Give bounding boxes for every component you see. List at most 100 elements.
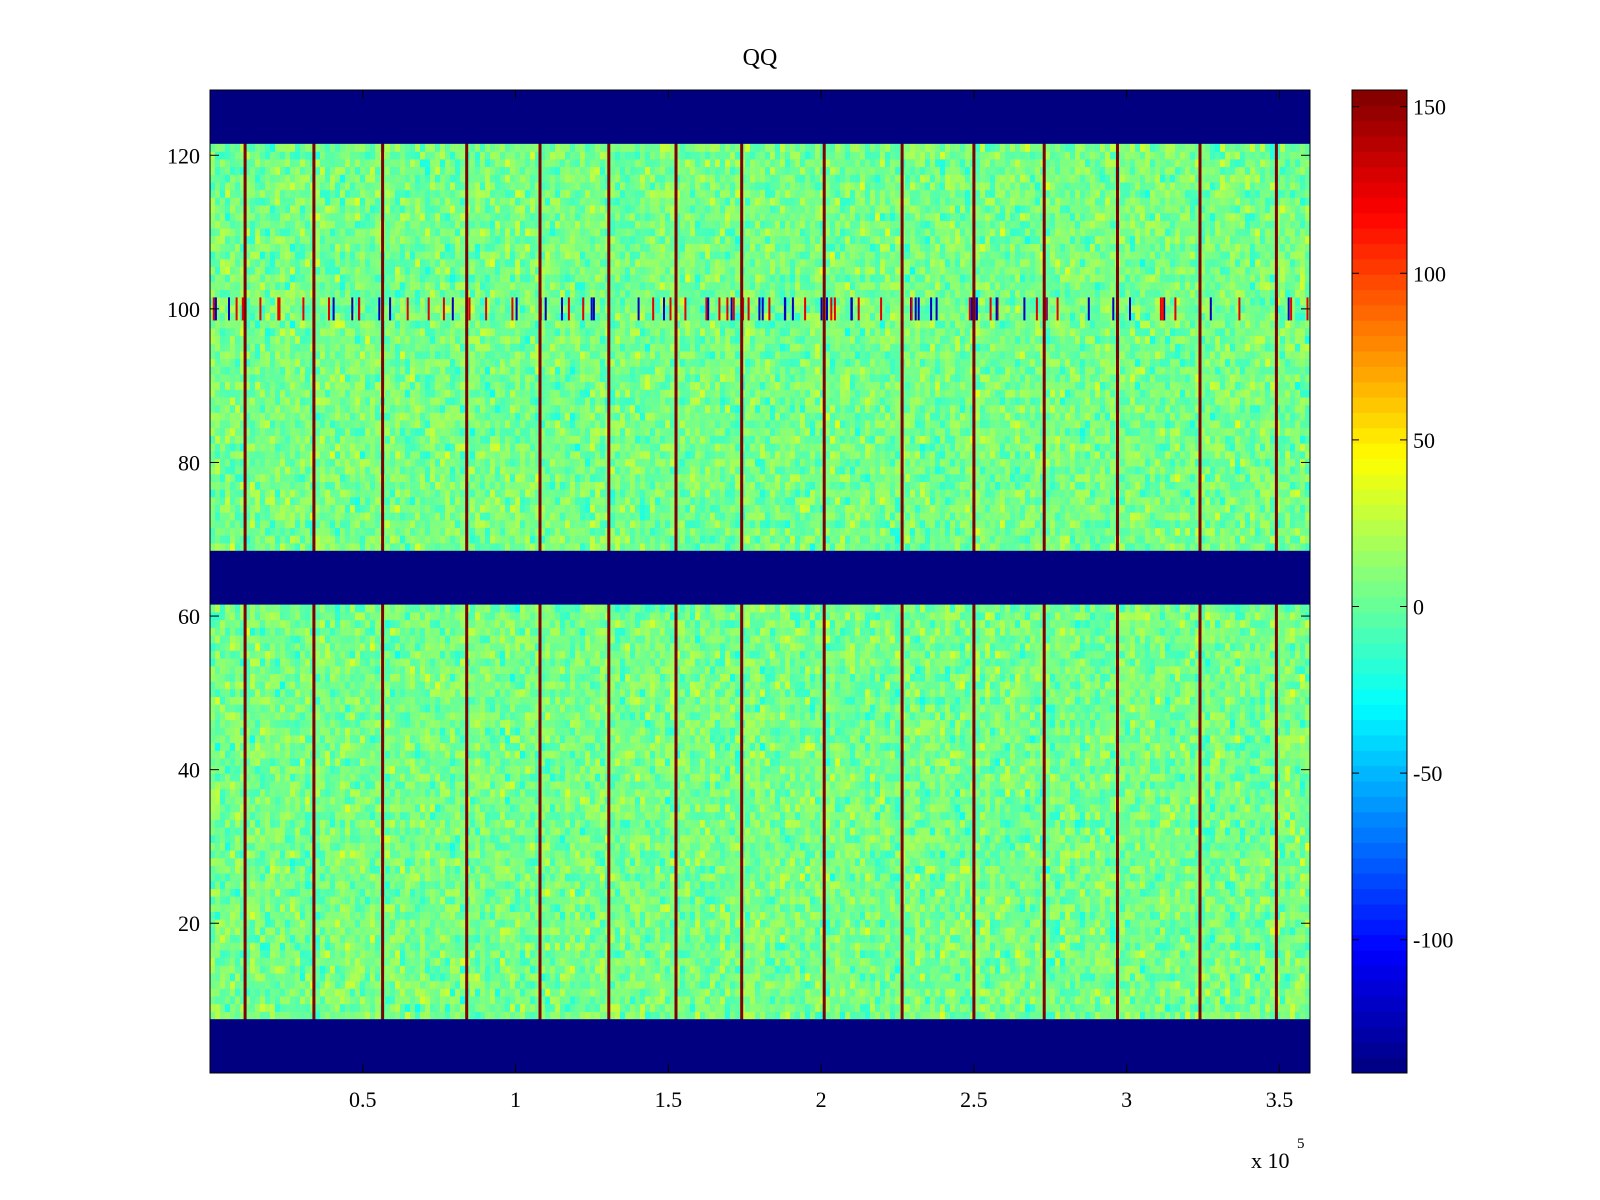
heatmap-cell xyxy=(470,873,475,881)
heatmap-cell xyxy=(650,873,655,881)
heatmap-cell xyxy=(630,989,635,997)
heatmap-cell xyxy=(545,942,550,950)
heatmap-cell xyxy=(1080,881,1085,889)
heatmap-cell xyxy=(1090,973,1095,981)
heatmap-cell xyxy=(610,881,615,889)
heatmap-cell xyxy=(1015,996,1020,1004)
heatmap-cell xyxy=(620,904,625,912)
heatmap-cell xyxy=(360,942,365,950)
heatmap-cell xyxy=(600,850,605,858)
heatmap-cell xyxy=(420,935,425,943)
heatmap-cell xyxy=(1205,996,1210,1004)
heatmap-cell xyxy=(345,950,350,958)
heatmap-cell xyxy=(730,958,735,966)
heatmap-cell xyxy=(1260,904,1265,912)
heatmap-cell xyxy=(1130,866,1135,874)
heatmap-cell xyxy=(830,958,835,966)
heatmap-cell xyxy=(520,896,525,904)
heatmap-cell xyxy=(1185,958,1190,966)
heatmap-cell xyxy=(860,973,865,981)
heatmap-cell xyxy=(1095,981,1100,989)
heatmap-cell xyxy=(870,850,875,858)
heatmap-cell xyxy=(350,850,355,858)
heatmap-cell xyxy=(500,942,505,950)
heatmap-cell xyxy=(405,966,410,974)
heatmap-cell xyxy=(1155,935,1160,943)
heatmap-cell xyxy=(875,866,880,874)
heatmap-cell xyxy=(1280,996,1285,1004)
heatmap-cell xyxy=(625,942,630,950)
heatmap-cell xyxy=(1030,896,1035,904)
heatmap-cell xyxy=(565,866,570,874)
heatmap-cell xyxy=(885,858,890,866)
heatmap-cell xyxy=(1260,935,1265,943)
heatmap-cell xyxy=(375,996,380,1004)
heatmap-cell xyxy=(855,850,860,858)
heatmap-cell xyxy=(230,858,235,866)
heatmap-cell xyxy=(430,996,435,1004)
heatmap-cell xyxy=(715,927,720,935)
heatmap-cell xyxy=(1190,866,1195,874)
heatmap-cell xyxy=(1105,989,1110,997)
heatmap-cell xyxy=(945,989,950,997)
heatmap-cell xyxy=(905,858,910,866)
heatmap-cell xyxy=(280,1012,285,1020)
heatmap-cell xyxy=(590,935,595,943)
heatmap-cell xyxy=(1280,919,1285,927)
heatmap-cell xyxy=(560,927,565,935)
heatmap-cell xyxy=(515,927,520,935)
heatmap-cell xyxy=(830,1012,835,1020)
heatmap-cell xyxy=(270,1004,275,1012)
heatmap-cell xyxy=(860,942,865,950)
heatmap-cell xyxy=(960,981,965,989)
heatmap-cell xyxy=(1100,1004,1105,1012)
heatmap-cell xyxy=(905,966,910,974)
heatmap-cell xyxy=(270,889,275,897)
heatmap-cell xyxy=(780,1012,785,1020)
heatmap-cell xyxy=(260,1004,265,1012)
heatmap-cell xyxy=(375,927,380,935)
heatmap-cell xyxy=(1165,942,1170,950)
heatmap-cell xyxy=(860,843,865,851)
heatmap-cell xyxy=(750,843,755,851)
heatmap-cell xyxy=(720,935,725,943)
heatmap-cell xyxy=(1270,973,1275,981)
heatmap-cell xyxy=(300,889,305,897)
heatmap-cell xyxy=(960,858,965,866)
heatmap-cell xyxy=(1255,866,1260,874)
heatmap-cell xyxy=(545,1012,550,1020)
heatmap-cell xyxy=(1035,889,1040,897)
heatmap-cell xyxy=(505,919,510,927)
heatmap-cell xyxy=(1300,958,1305,966)
heatmap-cell xyxy=(525,858,530,866)
heatmap-cell xyxy=(1000,850,1005,858)
heatmap-cell xyxy=(255,850,260,858)
heatmap-cell xyxy=(1030,904,1035,912)
heatmap-cell xyxy=(1085,996,1090,1004)
heatmap-cell xyxy=(790,958,795,966)
heatmap-cell xyxy=(335,1012,340,1020)
heatmap-cell xyxy=(1295,950,1300,958)
heatmap-cell xyxy=(1010,996,1015,1004)
heatmap-cell xyxy=(910,1012,915,1020)
heatmap-cell xyxy=(830,935,835,943)
heatmap-cell xyxy=(1230,981,1235,989)
heatmap-cell xyxy=(1290,958,1295,966)
heatmap-cell xyxy=(295,912,300,920)
heatmap-cell xyxy=(640,858,645,866)
heatmap-cell xyxy=(830,942,835,950)
heatmap-cell xyxy=(1225,942,1230,950)
heatmap-cell xyxy=(805,912,810,920)
heatmap-cell xyxy=(1140,912,1145,920)
heatmap-cell xyxy=(450,981,455,989)
heatmap-cell xyxy=(440,942,445,950)
heatmap-cell xyxy=(275,927,280,935)
heatmap-cell xyxy=(260,996,265,1004)
heatmap-cell xyxy=(635,989,640,997)
heatmap-cell xyxy=(1110,989,1115,997)
heatmap-cell xyxy=(1080,942,1085,950)
heatmap-cell xyxy=(220,973,225,981)
heatmap-cell xyxy=(645,843,650,851)
heatmap-cell xyxy=(1300,858,1305,866)
heatmap-cell xyxy=(1235,973,1240,981)
